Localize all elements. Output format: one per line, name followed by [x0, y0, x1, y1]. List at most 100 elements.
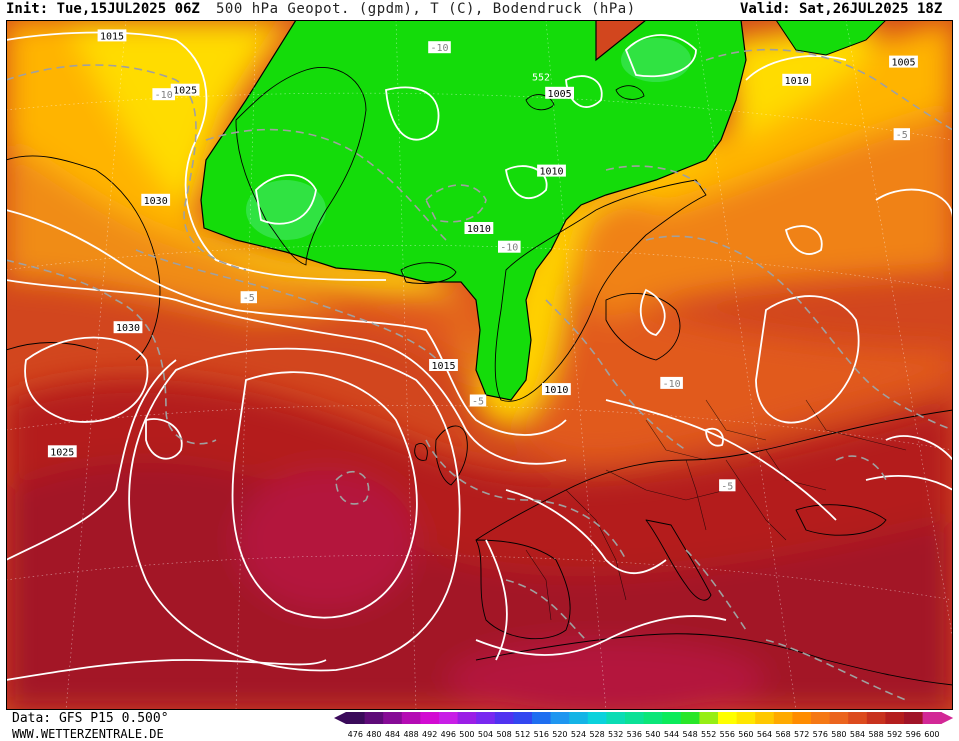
- legend-value: 488: [403, 730, 418, 739]
- legend-value: 524: [571, 730, 586, 739]
- valid-time: Valid: Sat,26JUL2025 18Z: [740, 1, 943, 17]
- legend-swatch: [494, 712, 514, 724]
- legend-value: 560: [738, 730, 753, 739]
- legend-value: 508: [496, 730, 511, 739]
- legend-swatch: [662, 712, 682, 724]
- legend-swatch: [885, 712, 905, 724]
- legend-swatch: [680, 712, 700, 724]
- isobar-label: 1030: [144, 196, 168, 207]
- isotherm-label: -5: [472, 397, 484, 408]
- green-top-right: [775, 20, 887, 56]
- legend-swatch: [383, 712, 403, 724]
- legend-swatch: [606, 712, 626, 724]
- isobar-label: 1025: [50, 447, 74, 458]
- geopotential-label: 552: [532, 73, 550, 84]
- legend-swatch: [848, 712, 868, 724]
- isotherm-label: -5: [896, 130, 908, 141]
- data-source-label: Data: GFS P15 0.500°: [12, 711, 169, 726]
- isotherm-label: -10: [500, 243, 518, 254]
- isobar-label-box: [170, 83, 200, 96]
- isobar-label-box: [545, 86, 574, 99]
- isotherm-label-box: [660, 376, 683, 389]
- legend-value: 564: [757, 730, 772, 739]
- isobar-label-box: [542, 383, 571, 396]
- legend-value: 552: [701, 730, 716, 739]
- isobar-label-box: [782, 73, 812, 86]
- isotherm-label: -10: [663, 379, 681, 390]
- legend-arrow-left: [334, 712, 346, 724]
- geopotential-labels: 552: [532, 73, 550, 84]
- legend-swatch: [476, 712, 496, 724]
- legend-swatch: [513, 712, 533, 724]
- legend-swatch: [829, 712, 849, 724]
- isotherm-label-box: [152, 88, 175, 101]
- color-legend: 476 480 484 488 492 496 500 504 508 512 516 520 524 5…: [334, 712, 954, 739]
- legend-swatch: [346, 712, 366, 724]
- isotherm-label-box: [469, 394, 487, 407]
- isotherm-label-box: [498, 240, 521, 253]
- temperature-labels: -10 -10 -5 -5 -10 -10 -5 -5: [152, 41, 910, 492]
- isotherm-label: -5: [721, 481, 733, 492]
- legend-value: 532: [608, 730, 623, 739]
- legend-swatch: [401, 712, 421, 724]
- isobar-label-box: [47, 445, 77, 458]
- isobar-label: 1005: [891, 58, 915, 69]
- isobar-label: 1015: [100, 31, 124, 42]
- isobar-label-box: [429, 359, 458, 371]
- legend-value: 500: [459, 730, 474, 739]
- isotherm-label-box: [719, 479, 736, 492]
- isotherm-label: -10: [430, 43, 448, 54]
- legend-swatch: [811, 712, 831, 724]
- init-time: Init: Tue,15JUL2025 06Z: [6, 1, 200, 17]
- legend-swatch: [457, 712, 477, 724]
- legend-swatch: [773, 712, 793, 724]
- isobar-label: 1010: [544, 385, 568, 396]
- isotherm-label-box: [240, 291, 257, 304]
- legend-value: 540: [645, 730, 660, 739]
- isobar-label-box: [141, 193, 171, 206]
- isobar-label-box: [97, 29, 127, 42]
- pressure-labels: 1015 1025 1030 1030 1025 1010 1005 1005 1010 1010…: [47, 29, 918, 458]
- legend-value: 584: [850, 730, 865, 739]
- isotherm-label: -5: [243, 293, 255, 304]
- map-frame: [6, 20, 953, 710]
- legend-value: 512: [515, 730, 530, 739]
- legend-value: 496: [441, 730, 456, 739]
- legend-value: 580: [831, 730, 846, 739]
- legend-swatch: [699, 712, 719, 724]
- isotherm-label-box: [893, 128, 910, 141]
- legend-value: 572: [794, 730, 809, 739]
- isotherm-label-box: [428, 41, 451, 54]
- legend-value: 536: [627, 730, 642, 739]
- graticule: [6, 20, 953, 710]
- legend-swatch: [736, 712, 756, 724]
- legend-value: 504: [478, 730, 493, 739]
- legend-value: 600: [924, 730, 939, 739]
- weather-map: 1015 1025 1030 1030 1025 1010 1005 1005 1010 1010…: [6, 20, 953, 710]
- legend-swatch: [420, 712, 440, 724]
- isobar-label: 1010: [539, 167, 563, 178]
- legend-value: 476: [348, 730, 363, 739]
- isobar-label: 1025: [173, 86, 197, 97]
- isobar-label: 1010: [467, 224, 491, 235]
- legend-swatch: [718, 712, 738, 724]
- legend-swatch: [587, 712, 607, 724]
- legend-swatch: [904, 712, 924, 724]
- legend-swatch: [866, 712, 886, 724]
- website-label: WWW.WETTERZENTRALE.DE: [12, 727, 164, 741]
- legend-value: 596: [906, 730, 921, 739]
- isobar-label: 1030: [116, 323, 140, 334]
- legend-swatch: [532, 712, 552, 724]
- legend-swatch: [439, 712, 459, 724]
- isobar-label-box: [537, 164, 566, 177]
- legend-value: 556: [720, 730, 735, 739]
- legend-value: 568: [775, 730, 790, 739]
- isobar-label-box: [464, 222, 494, 234]
- legend-swatch: [625, 712, 645, 724]
- isobar-label: 1015: [431, 361, 455, 372]
- header-bar: Init: Tue,15JUL2025 06Z 500 hPa Geopot. …: [0, 0, 959, 20]
- legend-value: 588: [868, 730, 883, 739]
- legend-value: 480: [366, 730, 381, 739]
- legend-value: 492: [422, 730, 437, 739]
